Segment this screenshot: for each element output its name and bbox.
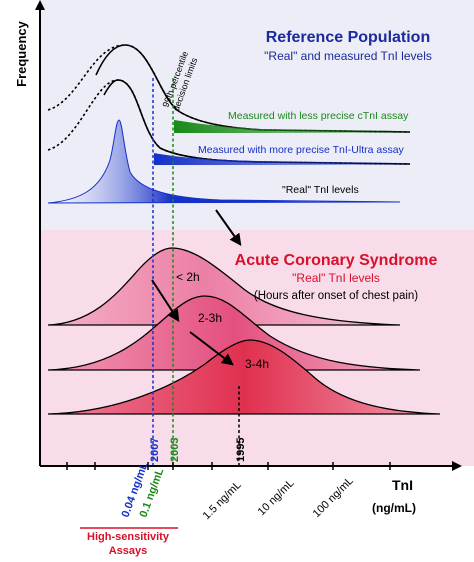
x-tick-label-10: 10 ng/mL xyxy=(256,477,297,518)
less-precise-tail-fill xyxy=(174,120,410,133)
acs-curves xyxy=(47,247,441,415)
x-tick-marks xyxy=(66,462,391,470)
label-less-precise: Measured with less precise cTnI assay xyxy=(228,110,409,122)
reference-subtitle: "Real" and measured TnI levels xyxy=(264,49,432,63)
acs-curve-under-2h xyxy=(47,247,401,326)
x-tick-label-100: 100 ng/mL xyxy=(311,475,356,520)
y-axis-label: Frequency xyxy=(14,20,29,87)
footer-line1: High-sensitivity xyxy=(87,531,170,543)
acs-title: Acute Coronary Syndrome xyxy=(235,252,438,269)
arrow-3h-to-4h xyxy=(189,331,234,366)
x-axis-label: TnI xyxy=(392,477,413,493)
less-precise-distribution-solid xyxy=(95,44,411,133)
acs-curve-3-4h xyxy=(47,339,441,415)
acs-curve-label-2-3h: 2-3h xyxy=(198,311,222,325)
year-label-2007: 2007 xyxy=(149,438,161,462)
year-label-2003: 2003 xyxy=(169,438,181,462)
acs-note: (Hours after onset of chest pain) xyxy=(254,290,418,302)
reference-title: Reference Population xyxy=(266,29,430,46)
acs-curve-label-under-2h: < 2h xyxy=(176,270,200,284)
acs-curve-2-3h xyxy=(47,295,421,371)
real-levels-distribution xyxy=(47,119,401,204)
label-more-precise: Measured with more precise TnI-Ultra ass… xyxy=(198,144,405,156)
year-label-1995: 1995 xyxy=(235,438,247,462)
footer-line2: Assays xyxy=(109,545,148,557)
x-axis-arrow xyxy=(452,461,462,471)
arrow-reference-to-acs xyxy=(215,209,242,246)
acs-curve-label-3-4h: 3-4h xyxy=(245,357,269,371)
acs-subtitle: "Real" TnI levels xyxy=(292,271,380,285)
more-precise-tail-fill xyxy=(154,153,410,165)
arrow-2h-to-3h xyxy=(151,279,180,323)
x-axis-unit: (ng/mL) xyxy=(372,501,416,515)
label-real-levels: "Real" TnI levels xyxy=(282,184,359,196)
x-tick-label-1-5: 1.5 ng/mL xyxy=(201,479,244,522)
y-axis-arrow xyxy=(35,0,45,10)
reference-curves xyxy=(47,44,411,204)
